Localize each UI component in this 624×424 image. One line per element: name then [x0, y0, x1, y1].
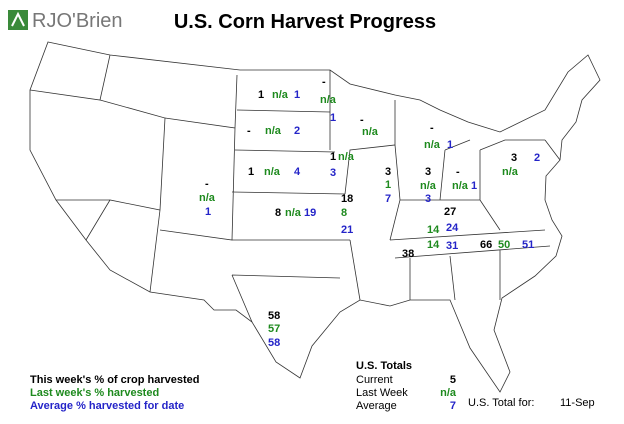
- state-average: 19: [304, 207, 316, 219]
- state-current: 1: [248, 166, 254, 178]
- state-current: 1: [258, 89, 264, 101]
- state-current: 58: [268, 310, 280, 322]
- logo: RJO'Brien: [8, 10, 123, 32]
- state-current: 3: [425, 166, 431, 178]
- us-outline: [29, 41, 601, 393]
- legend-last: Last week's % harvested: [30, 387, 159, 399]
- state-current: 8: [275, 207, 281, 219]
- date-label: U.S. Total for:: [468, 397, 534, 409]
- state-current: -: [430, 122, 434, 134]
- state-last: n/a: [199, 192, 216, 204]
- totals: U.S. Totals 11-Sep U.S. Total for: Curre…: [356, 360, 595, 412]
- legend: This week's % of crop harvested Last wee…: [30, 374, 200, 412]
- state-average: 21: [341, 224, 353, 236]
- state-current: 3: [511, 152, 517, 164]
- map: [29, 41, 601, 393]
- state-average: 51: [522, 239, 534, 251]
- state-last: n/a: [265, 125, 282, 137]
- state-average: 1: [447, 139, 453, 151]
- state-last: n/a: [502, 166, 519, 178]
- state-average: 4: [294, 166, 301, 178]
- state-last: 8: [341, 207, 347, 219]
- state-last: 14: [427, 239, 440, 251]
- state-average: 58: [268, 337, 280, 349]
- state-last: n/a: [452, 180, 469, 192]
- state-last: 1: [385, 179, 391, 191]
- state-current: -: [247, 125, 251, 137]
- state-average: 1: [471, 180, 477, 192]
- state-average: 24: [446, 222, 459, 234]
- totals-value: 5: [450, 374, 456, 386]
- state-current: 66: [480, 239, 492, 251]
- state-average: 3: [425, 193, 431, 205]
- state-average: 31: [446, 240, 458, 252]
- legend-average: Average % harvested for date: [30, 400, 184, 412]
- state-current: 1: [330, 151, 336, 163]
- state-current: -: [322, 76, 326, 88]
- state-last: n/a: [420, 180, 437, 192]
- state-last: n/a: [272, 89, 289, 101]
- state-last: 50: [498, 239, 510, 251]
- totals-label: Last Week: [356, 387, 408, 399]
- state-last: n/a: [424, 139, 441, 151]
- totals-label: Average: [356, 400, 397, 412]
- state-average: 1: [205, 206, 211, 218]
- state-current: -: [456, 166, 460, 178]
- totals-value: 7: [450, 400, 456, 412]
- state-last: 57: [268, 323, 280, 335]
- logo-mark: [11, 11, 25, 27]
- title: U.S. Corn Harvest Progress: [174, 11, 436, 33]
- state-current: -: [205, 178, 209, 190]
- date: 11-Sep: [560, 397, 595, 409]
- state-average: 3: [330, 167, 336, 179]
- state-average: 1: [294, 89, 300, 101]
- state-labels: 1 n/a 1- n/a 21 n/a 4-n/a1 -n/a -n/a 11 n/a3 3173n/…: [199, 76, 540, 349]
- state-current: 18: [341, 193, 353, 205]
- totals-value: n/a: [440, 387, 457, 399]
- state-average: 1: [330, 112, 336, 124]
- state-last: n/a: [362, 126, 379, 138]
- state-last: n/a: [264, 166, 281, 178]
- state-current: 3: [385, 166, 391, 178]
- state-last: n/a: [338, 151, 355, 163]
- state-last: 14: [427, 224, 440, 236]
- legend-current: This week's % of crop harvested: [30, 374, 200, 386]
- totals-title: U.S. Totals: [356, 360, 412, 372]
- state-average: 7: [385, 193, 391, 205]
- state-current: 38: [402, 248, 414, 260]
- totals-label: Current: [356, 374, 393, 386]
- state-current: 27: [444, 206, 456, 218]
- state-borders: [29, 54, 561, 323]
- state-last: n/a: [285, 207, 302, 219]
- state-last: n/a: [320, 94, 337, 106]
- state-average: 2: [534, 152, 540, 164]
- state-average: 2: [294, 125, 300, 137]
- state-current: -: [360, 114, 364, 126]
- logo-text: RJO'Brien: [32, 10, 123, 32]
